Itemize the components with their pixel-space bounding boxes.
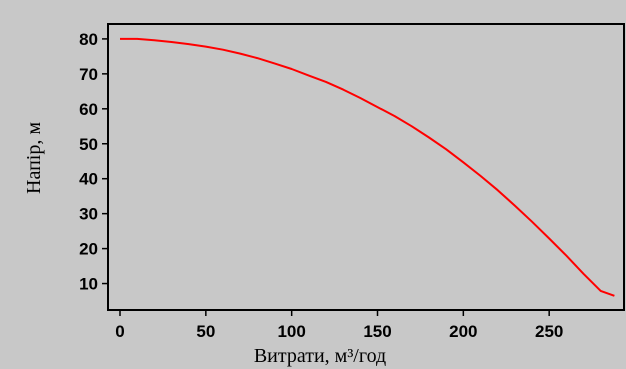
y-tick-label: 20 — [79, 240, 98, 259]
x-tick-label: 250 — [535, 322, 563, 341]
y-tick-label: 30 — [79, 205, 98, 224]
y-tick-label: 50 — [79, 135, 98, 154]
x-axis: 0 50 100 150 200 250 — [115, 310, 563, 341]
series-layer — [120, 37, 615, 297]
y-tick-label: 40 — [79, 170, 98, 189]
y-tick-label: 10 — [79, 275, 98, 294]
plot-frame — [107, 23, 625, 311]
y-axis: 10 20 30 40 50 60 70 80 — [79, 30, 108, 294]
series-line — [120, 37, 615, 297]
x-axis-title: Витрати, м³/год — [254, 345, 386, 367]
y-tick-label: 60 — [79, 100, 98, 119]
x-tick-label: 100 — [277, 322, 305, 341]
x-tick-label: 50 — [196, 322, 215, 341]
x-tick-label: 0 — [115, 322, 124, 341]
x-tick-label: 200 — [449, 322, 477, 341]
y-axis-title: Напір, м — [23, 122, 45, 194]
y-tick-label: 70 — [79, 65, 98, 84]
y-tick-label: 80 — [79, 30, 98, 49]
x-tick-label: 150 — [363, 322, 391, 341]
